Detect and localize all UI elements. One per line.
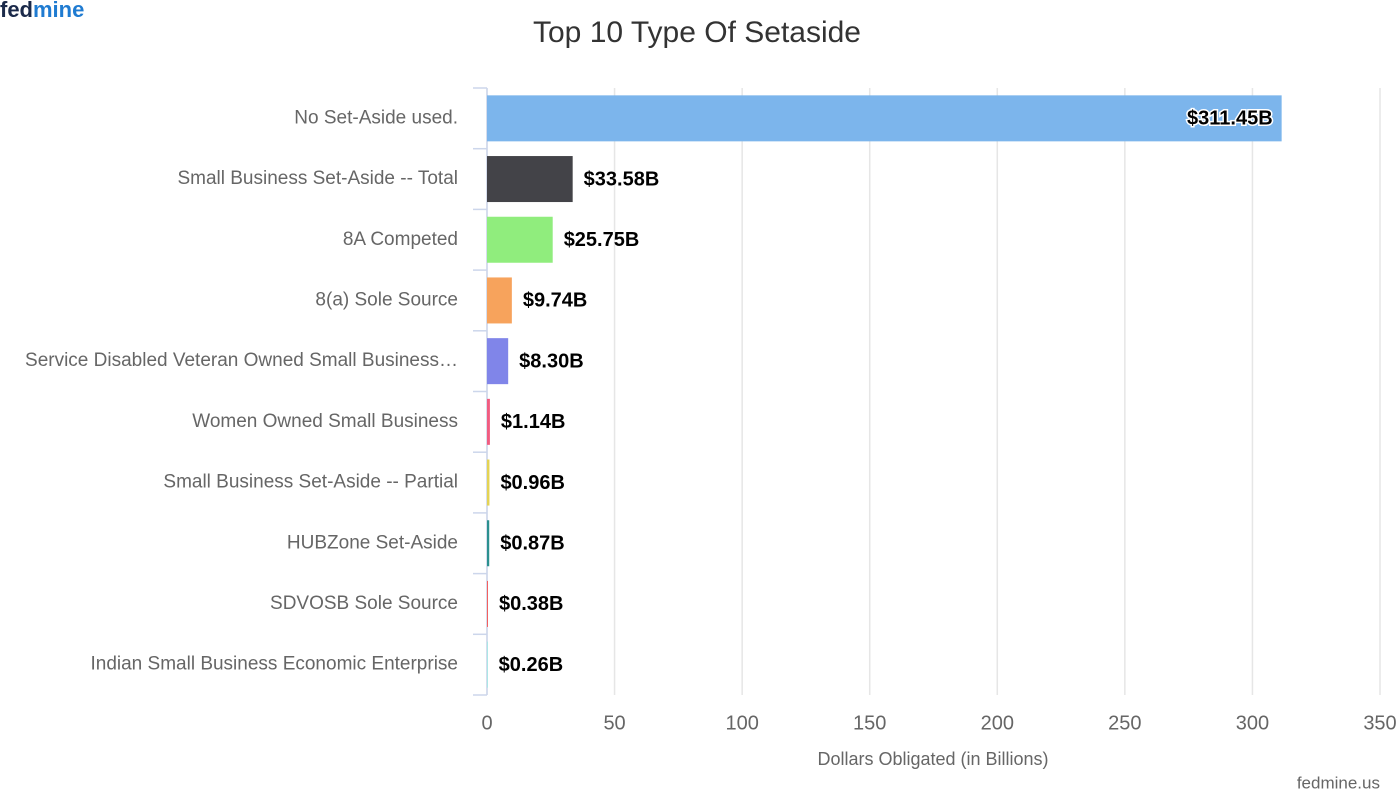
- bar: [487, 338, 509, 385]
- bar: [487, 580, 488, 627]
- y-tick-label: SDVOSB Sole Source: [270, 593, 458, 614]
- x-tick-label: 250: [1108, 712, 1141, 734]
- value-label: $0.96B: [500, 472, 564, 494]
- y-tick-label: Service Disabled Veteran Owned Small Bus…: [25, 350, 458, 371]
- bar: [487, 95, 1282, 142]
- value-label: $25.75B: [564, 229, 640, 251]
- brand-logo: fedmine: [0, 0, 84, 22]
- y-tick-label: Small Business Set-Aside -- Partial: [163, 472, 458, 493]
- brand-part: fed: [0, 0, 33, 22]
- y-tick-label: Women Owned Small Business: [192, 411, 458, 432]
- y-tick-label: 8A Competed: [343, 229, 458, 250]
- credit: fedmine.us: [1297, 773, 1380, 792]
- value-label: $311.45B: [1187, 108, 1273, 130]
- x-tick-label: 0: [481, 712, 492, 734]
- brand-part: mine: [33, 0, 84, 22]
- bar: [487, 216, 553, 263]
- value-label: $1.14B: [501, 411, 566, 433]
- x-axis-label: Dollars Obligated (in Billions): [817, 749, 1048, 769]
- x-tick-label: 350: [1363, 712, 1396, 734]
- bar: [487, 641, 488, 688]
- x-tick-label: 200: [981, 712, 1014, 734]
- x-tick-label: 300: [1236, 712, 1269, 734]
- value-label: $33.58B: [584, 168, 660, 190]
- bar: [487, 520, 490, 567]
- x-tick-label: 100: [725, 712, 758, 734]
- y-tick-label: 8(a) Sole Source: [315, 289, 458, 310]
- value-label: $8.30B: [519, 350, 584, 372]
- value-label: $0.26B: [499, 654, 563, 676]
- bar: [487, 277, 512, 324]
- bar: [487, 156, 573, 203]
- value-label: $9.74B: [523, 290, 588, 312]
- y-tick-label: No Set-Aside used.: [294, 107, 458, 128]
- bar: [487, 398, 490, 445]
- y-tick-label: HUBZone Set-Aside: [287, 532, 458, 553]
- x-tick-label: 50: [603, 712, 625, 734]
- y-tick-label: Indian Small Business Economic Enterpris…: [90, 654, 458, 675]
- bar: [487, 459, 490, 506]
- value-label: $0.87B: [500, 533, 564, 555]
- x-tick-label: 150: [853, 712, 886, 734]
- y-tick-label: Small Business Set-Aside -- Total: [177, 168, 458, 189]
- value-label: $0.38B: [499, 593, 564, 615]
- chart-title: Top 10 Type Of Setaside: [533, 16, 861, 49]
